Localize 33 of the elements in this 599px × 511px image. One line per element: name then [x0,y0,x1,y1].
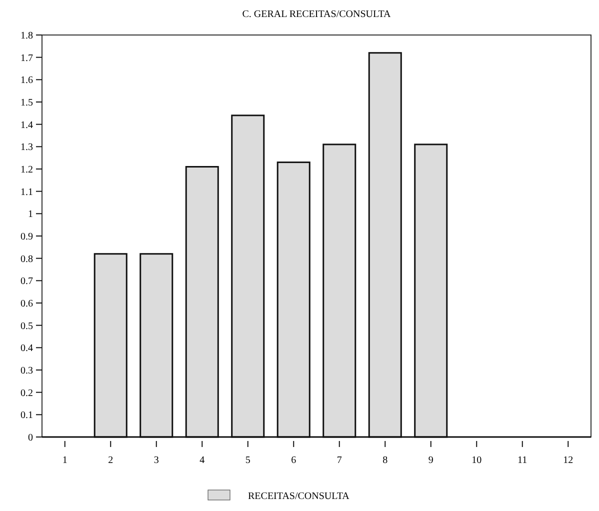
y-tick-label: 1.6 [20,75,33,86]
y-tick-label: 0.9 [20,232,33,242]
y-tick-label: 1.4 [20,120,33,131]
y-tick-label: 0 [28,432,33,444]
y-tick-label: 0.4 [20,343,33,354]
x-tick-label: 6 [291,455,296,466]
y-tick-label: 0.6 [20,298,33,310]
x-tick-label: 4 [200,455,205,466]
x-tick-label: 10 [472,455,482,466]
y-tick-label: 1.1 [20,186,33,198]
y-tick-label: 1.8 [20,30,33,42]
legend-label: RECEITAS/CONSULTA [248,491,350,502]
y-tick-label: 1.3 [20,142,33,154]
x-tick-label: 8 [382,455,388,466]
y-tick-label: 0.5 [20,320,33,332]
y-tick-label: 0.3 [20,366,33,376]
y-tick-label: 0.2 [20,388,33,399]
x-tick-label: 2 [108,455,114,466]
x-tick-label: 5 [245,455,250,466]
y-tick-label: 1.2 [20,164,33,176]
y-tick-label: 1.7 [20,52,33,64]
x-tick-label: 12 [563,455,574,466]
y-tick-label: 1 [28,209,33,220]
chart-title: C. GERAL RECEITAS/CONSULTA [242,9,392,20]
y-tick-label: 1.5 [20,98,33,108]
y-tick-label: 0.7 [20,276,33,288]
x-tick-label: 1 [62,455,68,466]
x-tick-label: 9 [428,455,434,466]
x-tick-label: 3 [154,455,159,466]
y-tick-label: 0.8 [20,254,33,265]
x-tick-label: 7 [336,455,342,466]
y-tick-label: 0.1 [20,410,33,422]
x-tick-label: 11 [518,455,528,466]
